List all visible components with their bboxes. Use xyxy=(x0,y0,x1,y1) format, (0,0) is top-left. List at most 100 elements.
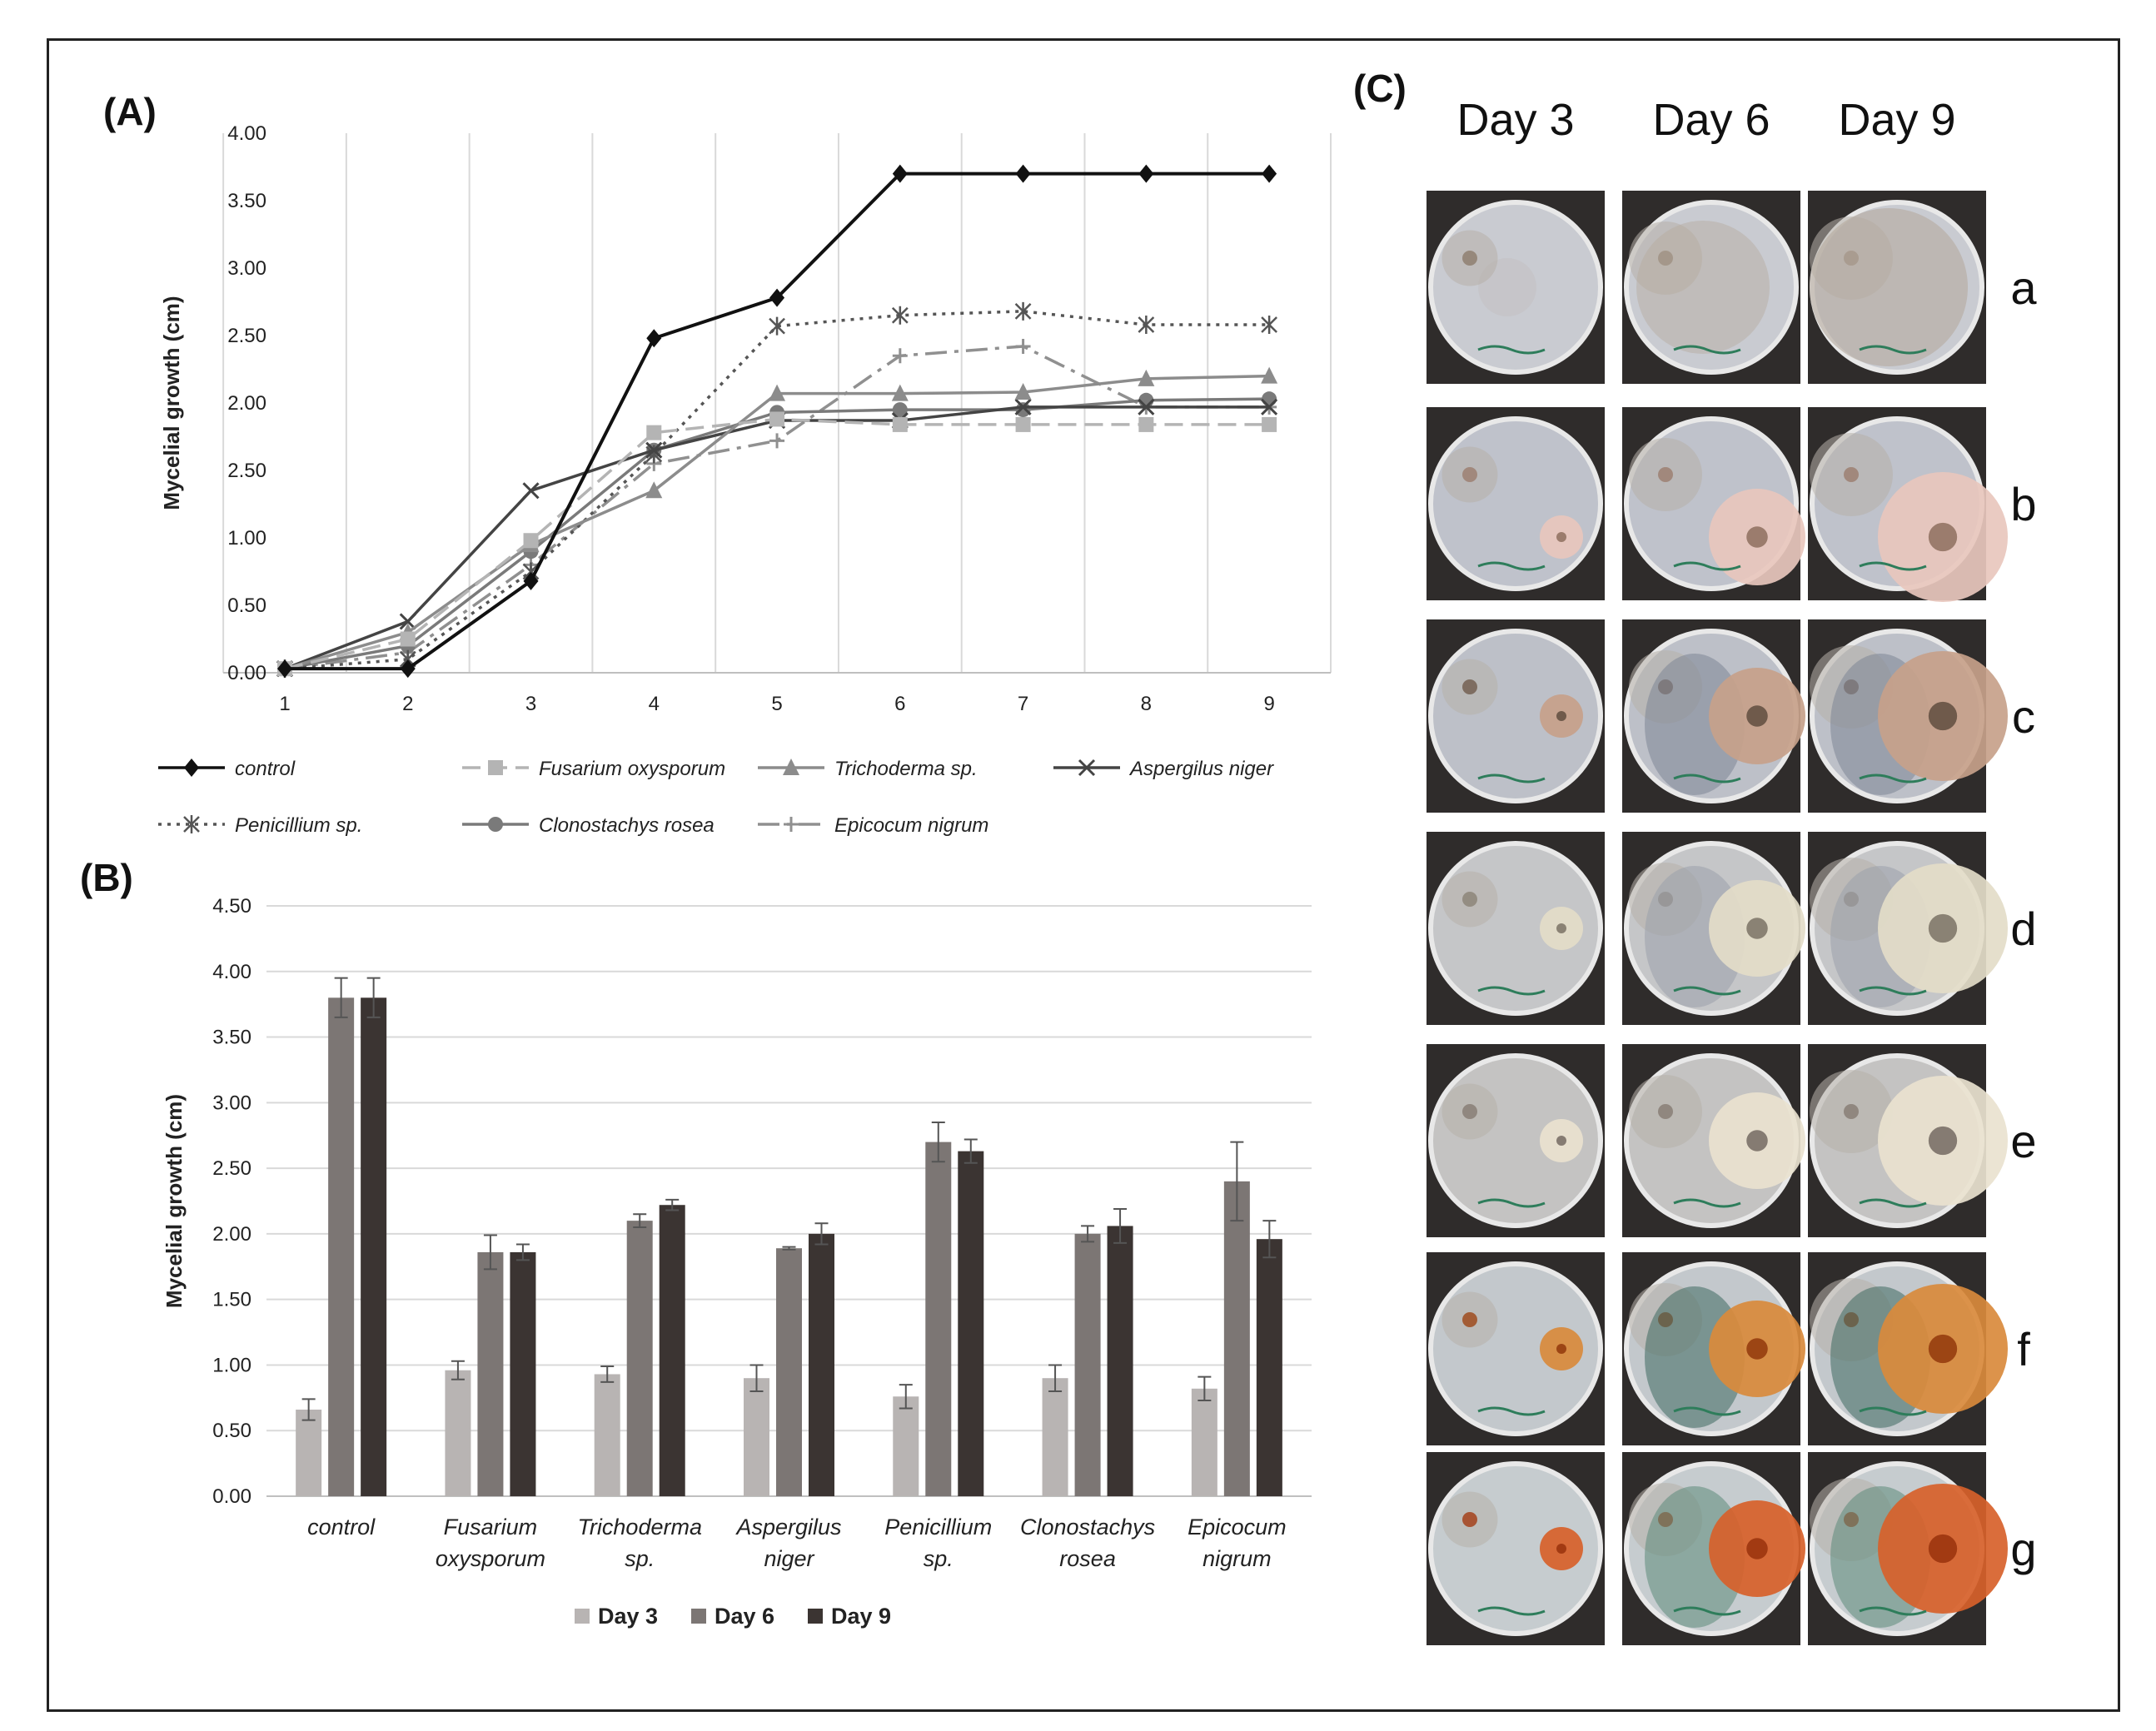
y-tick-label: 3.00 xyxy=(227,257,266,280)
data-point xyxy=(183,815,200,833)
x-tick-label: 1 xyxy=(279,693,290,715)
row-label: b xyxy=(2010,478,2036,530)
category-label: Epicocum xyxy=(1188,1515,1287,1539)
legend-label: Penicillium sp. xyxy=(235,814,362,837)
legend-item: Day 3 xyxy=(575,1604,658,1629)
data-point xyxy=(522,482,540,500)
colony-center xyxy=(1462,679,1477,694)
data-point xyxy=(1014,383,1032,400)
plate-marking xyxy=(1477,345,1546,355)
error-bar xyxy=(963,1138,978,1164)
plate-marking xyxy=(1859,773,1927,783)
legend-swatch xyxy=(808,1609,823,1624)
y-tick-label: 0.00 xyxy=(227,662,266,684)
error-bar xyxy=(633,1213,647,1229)
plate-photo xyxy=(1808,619,2008,813)
colony-center xyxy=(1844,467,1859,482)
colony-center xyxy=(1462,467,1477,482)
petri-dish xyxy=(1428,416,1603,591)
plate-photo xyxy=(1427,832,1605,1025)
legend-label: Clonostachys rosea xyxy=(539,814,715,837)
data-point xyxy=(1138,416,1154,432)
category-label: Penicillium xyxy=(884,1515,992,1539)
plate-photo xyxy=(1427,619,1605,813)
data-point xyxy=(769,411,785,427)
plate-marking xyxy=(1477,1198,1546,1208)
legend-item: Day 6 xyxy=(691,1604,774,1629)
antagonist-center xyxy=(1556,1136,1566,1146)
legend-label: Day 9 xyxy=(831,1604,891,1629)
x-tick-label: 9 xyxy=(1263,693,1274,715)
legend-item: Fusarium oxysporum xyxy=(462,758,725,780)
antagonist-center xyxy=(1746,1538,1768,1559)
data-point xyxy=(400,659,416,679)
plate-photo xyxy=(1622,191,1800,384)
control-growth xyxy=(1810,208,1968,366)
legend-label: Fusarium oxysporum xyxy=(539,758,725,780)
x-tick-label: 6 xyxy=(894,693,905,715)
data-point xyxy=(1138,316,1155,335)
plate-photo xyxy=(1808,1452,2008,1645)
antagonist-center xyxy=(1928,1534,1958,1564)
error-bar xyxy=(1230,1141,1244,1222)
antagonist-center xyxy=(1928,1334,1958,1364)
bar xyxy=(1223,1181,1250,1496)
error-bar xyxy=(899,1384,913,1410)
x-tick-label: 5 xyxy=(771,693,782,715)
data-point xyxy=(1261,366,1278,384)
plate-marking xyxy=(1859,1198,1927,1208)
data-point xyxy=(1014,301,1032,321)
data-point xyxy=(1138,398,1155,415)
plate-marking xyxy=(1859,561,1927,571)
x-tick-label: 2 xyxy=(402,693,413,715)
plate-photo xyxy=(1427,191,1605,384)
antagonist-center xyxy=(1556,923,1566,933)
plate-marking xyxy=(1477,1606,1546,1616)
row-label: f xyxy=(2017,1323,2030,1375)
error-bar xyxy=(1048,1364,1063,1392)
data-point xyxy=(769,316,785,336)
data-point xyxy=(1262,416,1277,432)
data-point xyxy=(1078,759,1096,777)
y-tick-label: 4.50 xyxy=(212,895,251,918)
y-tick-label: 1.00 xyxy=(227,527,266,550)
y-tick-label: 0.50 xyxy=(227,594,266,617)
antagonist-center xyxy=(1928,522,1958,552)
error-bar xyxy=(1113,1207,1128,1244)
error-bar xyxy=(451,1360,465,1380)
row-label: g xyxy=(2010,1523,2036,1575)
bar xyxy=(594,1374,620,1496)
bar xyxy=(1042,1378,1068,1496)
category-group: Penicillium sp. xyxy=(884,1121,992,1571)
legend-label: Epicocum nigrum xyxy=(834,814,988,837)
data-point xyxy=(646,425,662,440)
category-label: Aspergilus xyxy=(734,1515,841,1539)
category-label: sp. xyxy=(924,1546,954,1571)
y-tick-label: 2.50 xyxy=(227,325,266,347)
series-fusarium-oxysporum xyxy=(277,411,1277,677)
data-point xyxy=(892,164,908,183)
panel-label-a: (A) xyxy=(103,90,157,133)
plate-photo xyxy=(1622,1044,1805,1237)
y-axis-title: Mycelial growth (cm) xyxy=(159,296,184,510)
data-point xyxy=(891,306,909,325)
plate-photo xyxy=(1427,1452,1605,1645)
plate-photo xyxy=(1808,832,2008,1025)
x-tick-label: 8 xyxy=(1141,693,1152,715)
legend-item: Epicocum nigrum xyxy=(758,814,988,837)
error-bar xyxy=(665,1198,680,1211)
panel-label-c: (C) xyxy=(1353,67,1407,110)
colony-center xyxy=(1462,1512,1477,1527)
plate-marking xyxy=(1673,1198,1741,1208)
error-bar xyxy=(1198,1375,1212,1401)
error-bar xyxy=(366,977,381,1018)
error-bar xyxy=(1262,1220,1277,1259)
category-group: Trichoderma sp. xyxy=(577,1198,702,1571)
legend-item: Day 9 xyxy=(808,1604,891,1629)
bar xyxy=(958,1151,984,1496)
control-growth xyxy=(1478,258,1536,316)
plate-marking xyxy=(1477,561,1546,571)
y-tick-label: 3.50 xyxy=(212,1027,251,1049)
data-point xyxy=(184,759,199,777)
